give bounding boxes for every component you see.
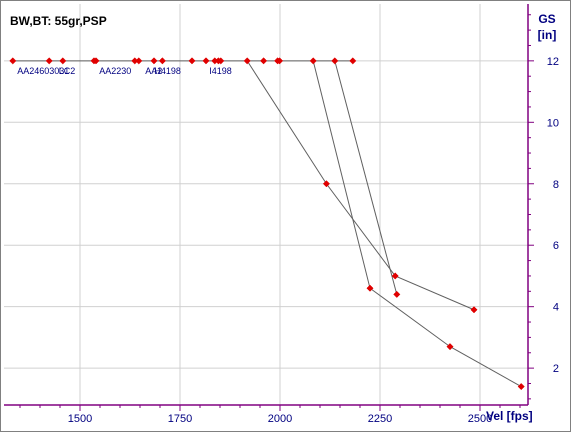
- powder-label: AA2460: [17, 66, 49, 76]
- baseline-point: [92, 57, 100, 65]
- data-point: [470, 306, 478, 314]
- baseline-point: [45, 57, 53, 65]
- x-tick-label: 1750: [168, 413, 192, 425]
- data-point: [322, 180, 330, 188]
- series-line-2: [312, 60, 522, 387]
- series-line-3: [334, 60, 398, 295]
- powder-label: H4198: [154, 66, 181, 76]
- baseline-point: [188, 57, 196, 65]
- data-point: [446, 343, 454, 351]
- baseline-point: [217, 57, 225, 65]
- y-tick-label: 4: [553, 302, 559, 314]
- baseline-point: [150, 57, 158, 65]
- powder-label: 3031: [49, 66, 69, 76]
- chart-title: BW,BT: 55gr,PSP: [10, 14, 107, 28]
- x-tick-label: 2000: [268, 413, 292, 425]
- baseline-point: [59, 57, 67, 65]
- y-tick-label: 6: [553, 240, 559, 252]
- y-tick-label: 8: [553, 179, 559, 191]
- baseline-point: [331, 57, 339, 65]
- y-axis-label-line1: GS: [538, 12, 555, 26]
- baseline-point: [158, 57, 166, 65]
- x-axis-label: Vel [fps]: [486, 409, 533, 423]
- x-tick-label: 1500: [68, 413, 92, 425]
- series-line-1: [246, 60, 475, 311]
- chart-text: BW,BT: 55gr,PSP Vel [fps] GS [in] 1500 17…: [10, 12, 559, 425]
- baseline-point: [309, 57, 317, 65]
- y-tick-label: 2: [553, 363, 559, 375]
- data-point: [366, 284, 374, 292]
- powder-label: I4198: [209, 66, 232, 76]
- baseline-point: [9, 57, 17, 65]
- x-tick-label: 2500: [468, 413, 492, 425]
- y-axis-label-line2: [in]: [538, 28, 557, 42]
- baseline-point: [202, 57, 210, 65]
- baseline-point: [349, 57, 357, 65]
- y-tick-label: 12: [547, 56, 559, 68]
- powder-label: AA2: [145, 66, 162, 76]
- series-lines: [12, 60, 522, 387]
- baseline-point: [276, 57, 284, 65]
- powder-label: LC2: [59, 66, 76, 76]
- data-points: [9, 57, 525, 391]
- data-point: [391, 272, 399, 280]
- data-point: [517, 383, 525, 391]
- powder-label: AA2230: [99, 66, 131, 76]
- data-point: [393, 290, 401, 298]
- baseline-point: [260, 57, 268, 65]
- y-tick-label: 10: [547, 117, 559, 129]
- baseline-point: [135, 57, 143, 65]
- x-tick-label: 2250: [368, 413, 392, 425]
- baseline-point: [243, 57, 251, 65]
- axes: [4, 4, 534, 411]
